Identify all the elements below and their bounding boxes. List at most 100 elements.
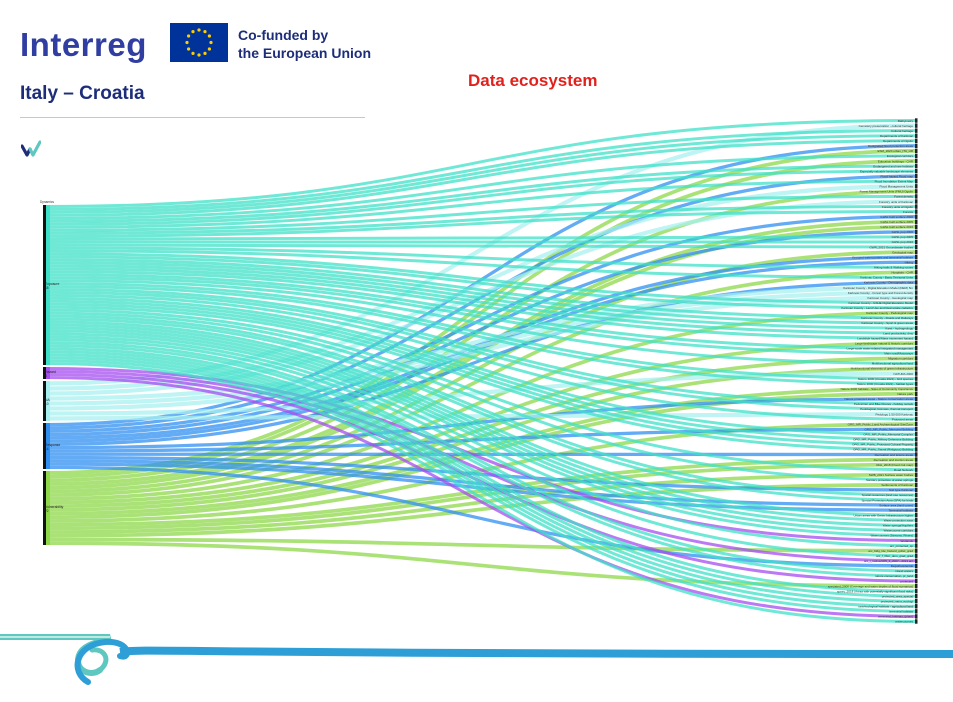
sankey-flow xyxy=(45,465,916,568)
sankey-target-label: NATURA 2000 xyxy=(894,372,914,376)
sankey-flow xyxy=(45,270,916,340)
sankey-flow xyxy=(45,164,916,223)
sankey-target-node xyxy=(915,512,918,518)
sankey-target-node xyxy=(915,386,918,391)
sankey-target-node xyxy=(915,219,918,224)
sankey-target-label: Recreation and leisure areas xyxy=(875,453,914,457)
sankey-target-label: Settlements of Karlovac xyxy=(881,483,913,487)
sankey-target-node xyxy=(915,214,918,219)
sankey-flow xyxy=(45,320,916,517)
sankey-flow xyxy=(45,284,916,386)
sankey-flow xyxy=(45,362,916,623)
sankey-flow xyxy=(45,323,916,522)
sankey-source-node xyxy=(43,471,46,545)
sankey-flow xyxy=(45,338,916,558)
sankey-flow xyxy=(45,332,916,537)
sankey-target-label: Wetlands xyxy=(901,539,914,543)
sankey-target-label: Grouped watercourses and terrestrial hab… xyxy=(852,255,913,259)
sankey-target-node xyxy=(915,462,918,467)
sankey-target-node xyxy=(915,138,918,143)
page-title: Data ecosystem xyxy=(468,71,598,90)
sankey-target-label: Especially valuable landscape elements xyxy=(860,169,914,173)
sankey-target-node xyxy=(915,320,918,326)
sankey-target-node xyxy=(915,325,918,331)
sankey-target-node xyxy=(915,259,918,265)
sankey-source-band xyxy=(46,423,50,469)
sankey-target-node xyxy=(915,583,918,589)
sankey-flow xyxy=(45,371,916,416)
sankey-target-node xyxy=(915,163,918,169)
sankey-target-label: Karst - hydrogeology xyxy=(885,326,913,330)
sankey-target-label: Karlovac County - Sport & green areas xyxy=(861,321,913,325)
sankey-target-node xyxy=(915,128,918,133)
sankey-target-label: Forestry units of Ogulin xyxy=(882,205,913,209)
sankey-target-label: Forest density xyxy=(894,195,913,199)
sankey-target-label: Nature protected areas - Nature conserva… xyxy=(844,397,913,401)
sankey-flow xyxy=(45,264,916,330)
sankey-target-label: Migration corridors xyxy=(888,357,913,361)
sankey-flow xyxy=(45,350,916,598)
sankey-target-node xyxy=(915,406,918,412)
sankey-target-node xyxy=(915,275,918,280)
sankey-target-label: watercourses xyxy=(895,620,913,624)
sankey-target-node xyxy=(915,340,918,346)
sankey-target-label: arc_l_radius2005_3_2007 - 2013 arc xyxy=(864,559,914,563)
sankey-target-label: Cemetery preservation - cultural heritag… xyxy=(859,124,914,128)
region-label: Italy – Croatia xyxy=(20,83,145,104)
sankey-flow xyxy=(45,139,916,217)
sankey-target-node xyxy=(915,305,918,310)
sankey-flow xyxy=(45,290,916,411)
sankey-target-label: Large-scale water-related integrated man… xyxy=(846,346,913,350)
sankey-flow xyxy=(45,154,916,220)
sankey-target-node xyxy=(915,249,918,255)
sankey-flow xyxy=(45,179,916,229)
sankey-target-node xyxy=(915,426,918,432)
sankey-flow xyxy=(45,267,916,335)
sankey-target-label: Multifunctional agricultural land xyxy=(872,362,914,366)
sankey-target-node xyxy=(915,335,918,341)
sankey-target-label: Water protection zone xyxy=(884,519,914,523)
sankey-target-node xyxy=(915,229,918,235)
sankey-flow xyxy=(45,258,916,320)
sankey-target-label: terrestrial habitats xyxy=(889,610,913,614)
sankey-flow xyxy=(45,194,916,232)
sankey-target-label: Land productivity, dmy xyxy=(883,331,913,335)
sankey-target-node xyxy=(915,270,918,275)
sankey-target-node xyxy=(915,609,918,614)
sankey-target-node xyxy=(915,421,918,427)
sankey-flow xyxy=(45,246,916,269)
sankey-target-node xyxy=(915,391,918,396)
sankey-target-label: GHSL pop 2010 xyxy=(892,240,914,244)
sankey-flow xyxy=(45,287,916,406)
sankey-target-node xyxy=(915,280,918,285)
sankey-flow xyxy=(45,353,916,603)
sankey-target-node xyxy=(915,599,918,604)
sankey-target-node xyxy=(915,477,918,483)
sankey-target-label: Karlovac County - GSHE Digital Elevation… xyxy=(848,301,913,305)
sankey-target-node xyxy=(915,290,918,295)
sankey-target-label: ESM_2020 urban_ITA_HR xyxy=(878,149,914,153)
sankey-target-node xyxy=(915,538,918,543)
sankey-source-node xyxy=(43,205,46,365)
sankey-target-node xyxy=(915,553,918,558)
sankey-target-node xyxy=(915,244,918,250)
sankey-target-node xyxy=(915,189,918,194)
sankey-target-node xyxy=(915,133,918,138)
sankey-target-label: arc_f_filter_dom_grad_grad xyxy=(876,554,913,558)
sankey-target-label: Departments of Karlovac xyxy=(880,134,914,138)
sankey-target-node xyxy=(915,396,918,402)
sankey-target-label: Pedology 1:50 000 Karlovac xyxy=(875,412,913,416)
sankey-target-label: Karlovac County - Demographic data xyxy=(864,281,914,285)
sankey-flow xyxy=(45,280,916,446)
sankey-target-node xyxy=(915,356,918,361)
sankey-flow xyxy=(45,411,916,421)
sankey-target-label: GHSL built surface 2010 xyxy=(880,225,913,229)
sankey-target-label: Bathymetry xyxy=(898,119,914,123)
sankey-target-node xyxy=(915,265,918,270)
sankey-flow xyxy=(45,243,916,249)
sankey-target-label: arc_protected_sp xyxy=(890,544,914,548)
sankey-target-label: ORG_MR_Public_Land Archaeological Site/Z… xyxy=(848,422,914,426)
sankey-target-node xyxy=(915,528,918,533)
sankey-target-label: Forests xyxy=(903,210,914,214)
